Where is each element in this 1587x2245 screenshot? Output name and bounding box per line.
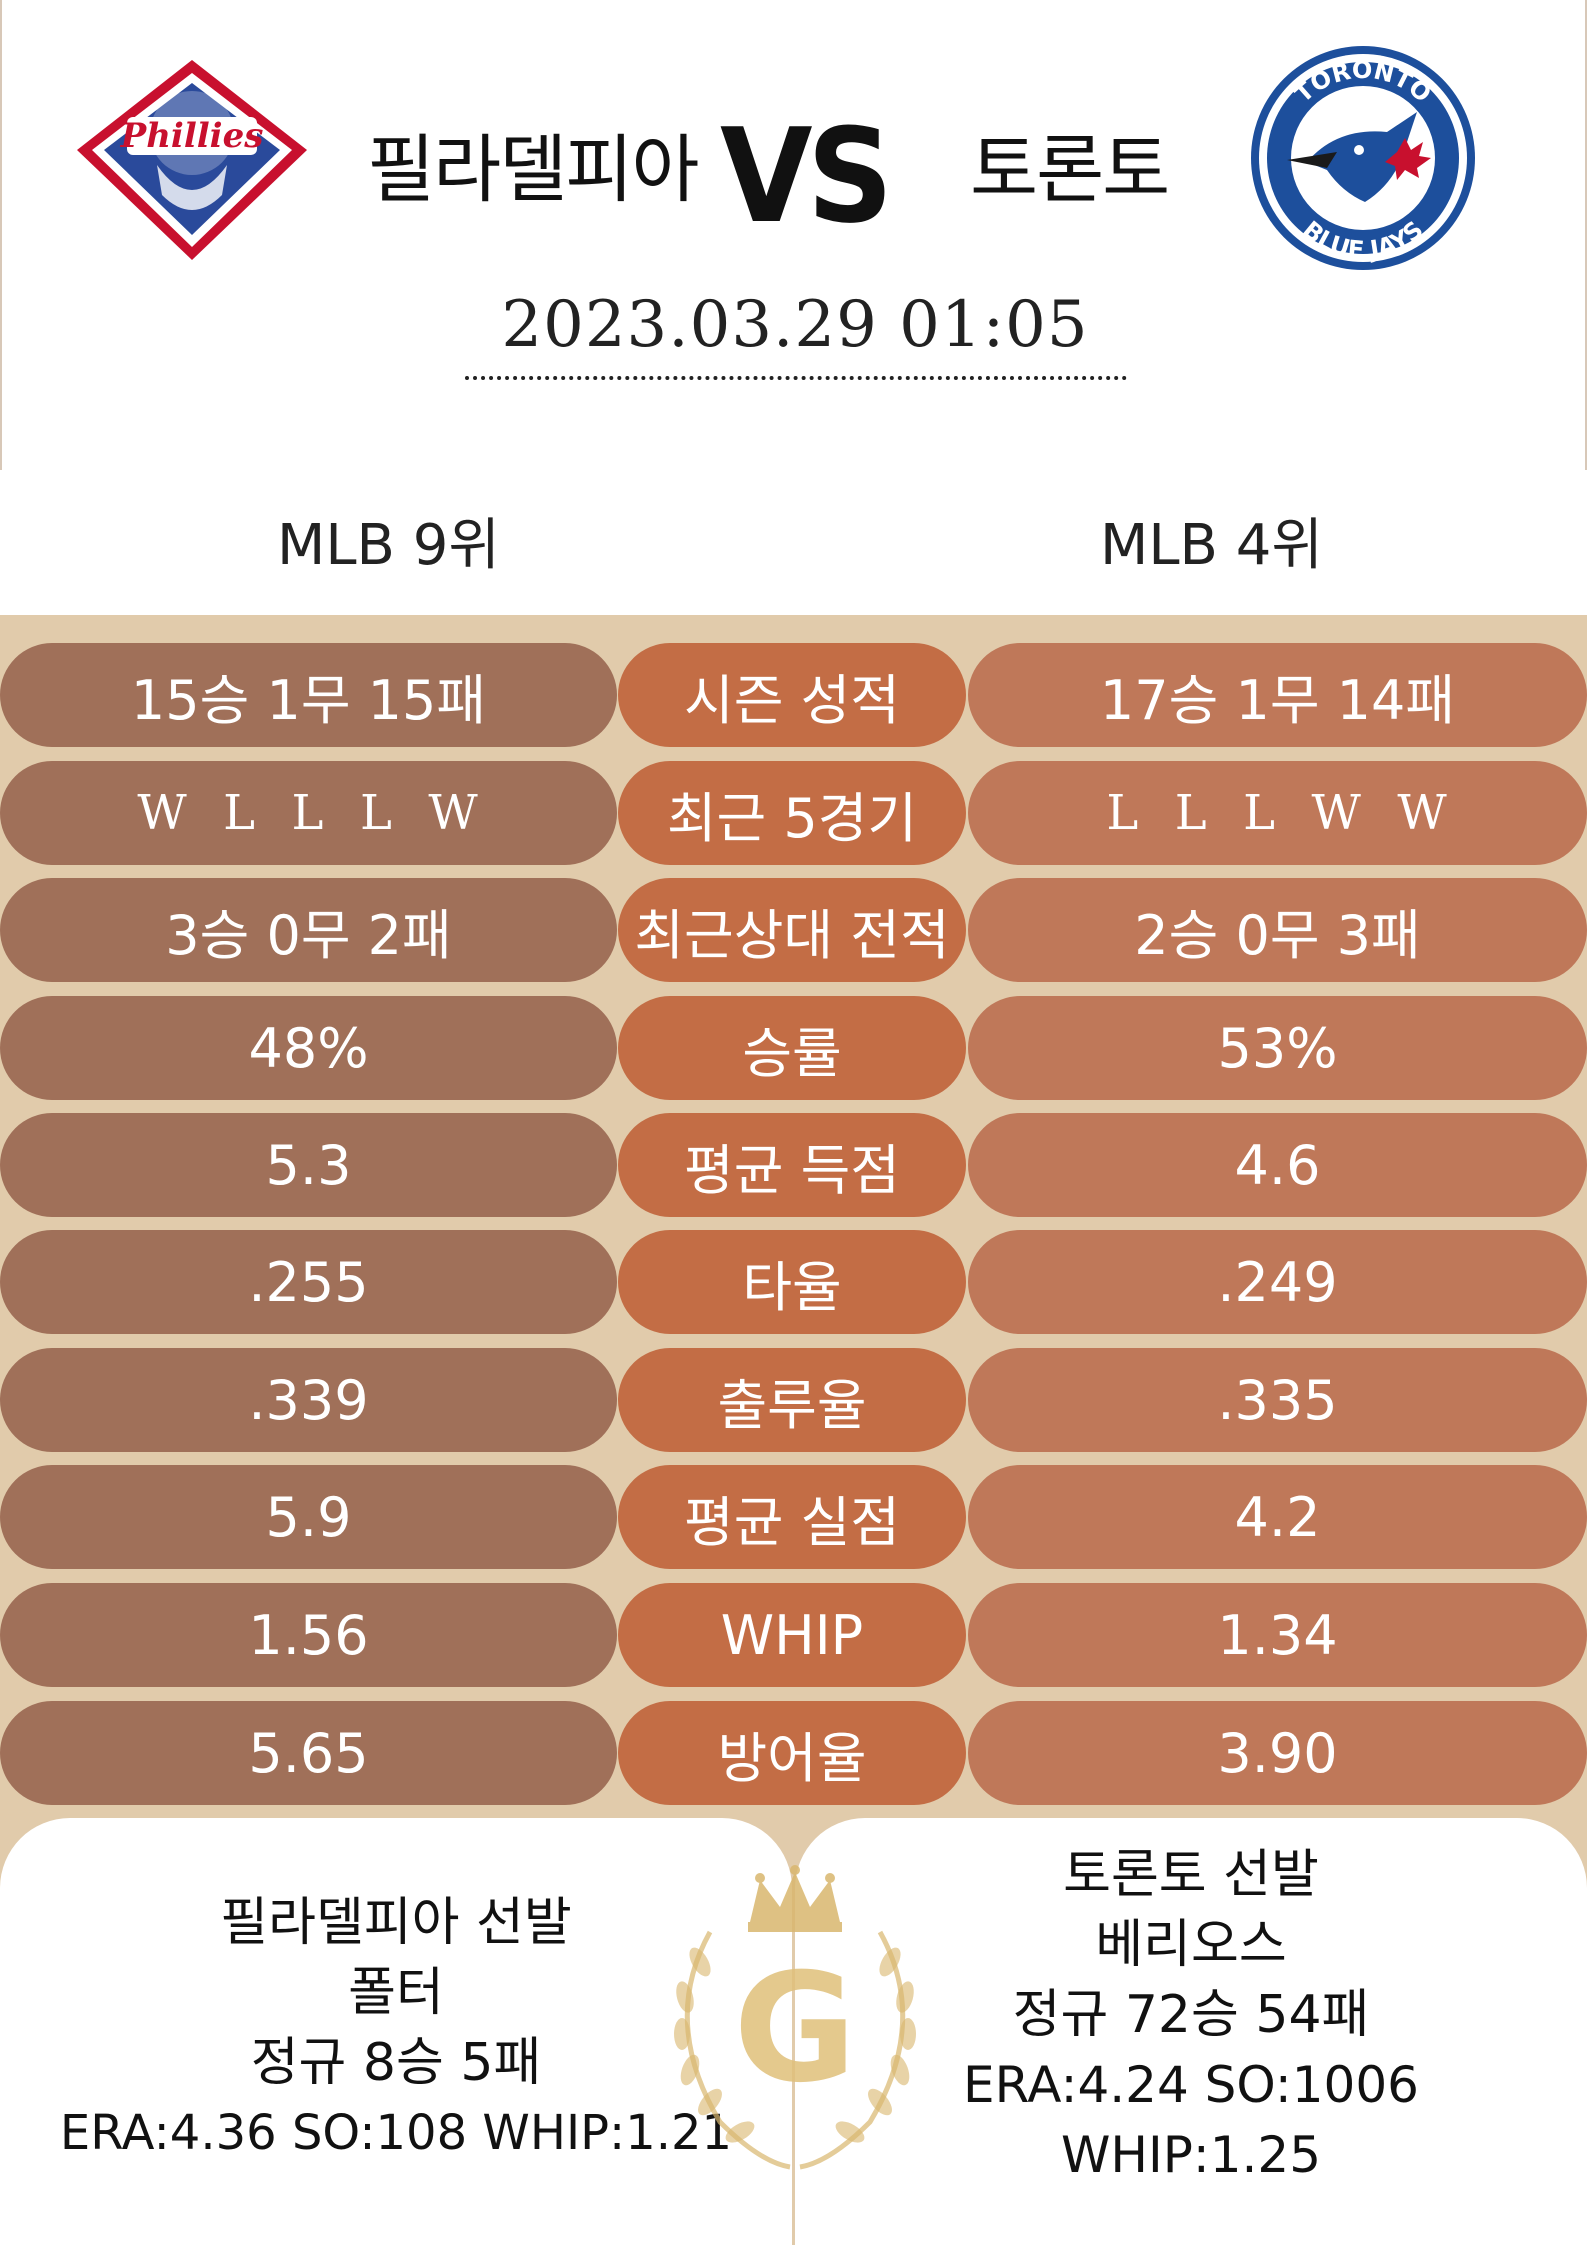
stat-label: 방어율 [618, 1701, 966, 1805]
away-pitcher-record: 정규 72승 54패 [1012, 1985, 1370, 2045]
away-rank: MLB 4위 [1100, 513, 1323, 578]
away-stat-value: 2승 0무 3패 [968, 878, 1587, 982]
home-stat-value: .339 [0, 1348, 617, 1452]
away-pitcher-whip: WHIP:1.25 [1060, 2126, 1322, 2184]
stat-label: WHIP [618, 1583, 966, 1687]
dotted-divider [465, 376, 1127, 380]
away-stat-value: L L L W W [968, 761, 1587, 865]
stat-label: 승률 [618, 996, 966, 1100]
away-team-name: 토론토 [970, 127, 1170, 213]
home-team-name: 필라델피아 [367, 127, 699, 213]
home-pitcher-stats: ERA:4.36 SO:108 WHIP:1.21 [59, 2105, 733, 2161]
away-pitcher-card: 토론토 선발 베리오스 정규 72승 54패 ERA:4.24 SO:1006 … [795, 1818, 1587, 2245]
away-stat-value: 17승 1무 14패 [968, 643, 1587, 747]
stat-label: 평균 득점 [618, 1113, 966, 1217]
away-stat-value: 4.2 [968, 1465, 1587, 1569]
match-header: Phillies 필라델피아 VS 토론토 TORONTO BLUE JAYS … [0, 0, 1587, 470]
blue-jays-logo-icon: TORONTO BLUE JAYS [1251, 46, 1475, 270]
stat-label: 평균 실점 [618, 1465, 966, 1569]
home-stat-value: 1.56 [0, 1583, 617, 1687]
stat-label: 최근 5경기 [618, 761, 966, 865]
home-stat-value: .255 [0, 1230, 617, 1334]
home-stat-value: 5.65 [0, 1701, 617, 1805]
svg-text:G: G [733, 1942, 856, 2116]
away-pitcher-title: 토론토 선발 [1063, 1845, 1319, 1905]
vs-label: VS [720, 100, 893, 252]
home-pitcher-title: 필라델피아 선발 [220, 1893, 572, 1953]
home-rank: MLB 9위 [277, 513, 500, 578]
home-stat-value: 5.9 [0, 1465, 617, 1569]
stat-label: 최근상대 전적 [618, 878, 966, 982]
home-stat-value: 5.3 [0, 1113, 617, 1217]
away-stat-value: 4.6 [968, 1113, 1587, 1217]
stat-label: 시즌 성적 [618, 643, 966, 747]
match-datetime: 2023.03.29 01:05 [501, 288, 1089, 362]
home-stat-value: W L L L W [0, 761, 617, 865]
home-pitcher-card: 필라델피아 선발 폴터 정규 8승 5패 ERA:4.36 SO:108 WHI… [0, 1818, 792, 2245]
away-stat-value: 53% [968, 996, 1587, 1100]
away-stat-value: 3.90 [968, 1701, 1587, 1805]
away-pitcher-name: 베리오스 [1095, 1915, 1287, 1975]
phillies-logo-icon: Phillies [77, 60, 307, 260]
home-stat-value: 48% [0, 996, 617, 1100]
stat-label: 출루율 [618, 1348, 966, 1452]
svg-text:Phillies: Phillies [120, 116, 264, 156]
away-stat-value: .249 [968, 1230, 1587, 1334]
home-stat-value: 15승 1무 15패 [0, 643, 617, 747]
away-pitcher-stats: ERA:4.24 SO:1006 [962, 2056, 1419, 2114]
home-pitcher-name: 폴터 [348, 1963, 444, 2023]
home-stat-value: 3승 0무 2패 [0, 878, 617, 982]
stat-label: 타율 [618, 1230, 966, 1334]
away-stat-value: 1.34 [968, 1583, 1587, 1687]
home-pitcher-record: 정규 8승 5패 [250, 2033, 542, 2093]
away-stat-value: .335 [968, 1348, 1587, 1452]
crown-laurel-icon: G [674, 1865, 916, 2170]
